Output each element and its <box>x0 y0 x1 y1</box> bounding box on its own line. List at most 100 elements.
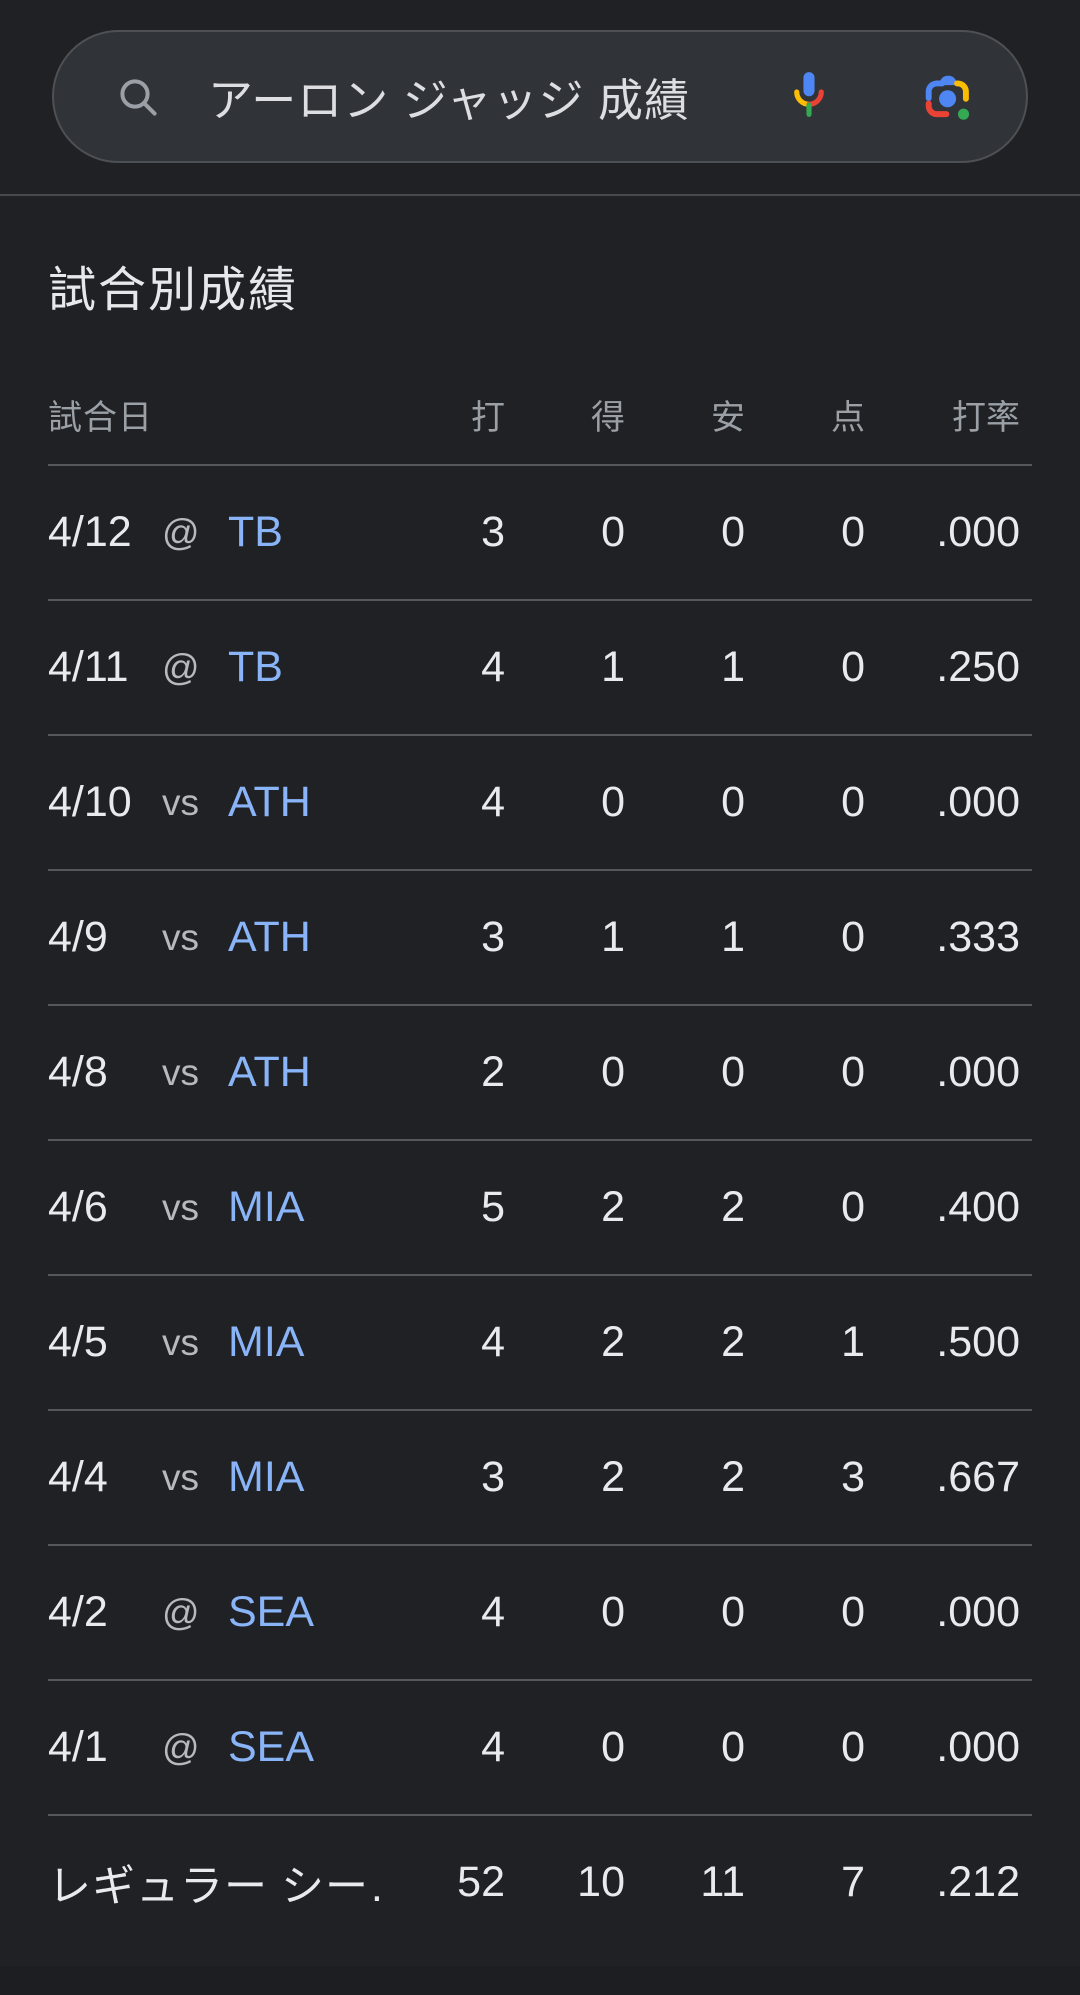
matchup-cell: 4/5 vs MIA <box>48 1318 385 1367</box>
search-bar[interactable]: アーロン ジャッジ 成績 <box>52 30 1028 163</box>
stat-cell: 2 <box>601 1183 625 1231</box>
stat-cell: 1 <box>601 913 625 961</box>
section-title: 試合別成績 <box>48 264 299 317</box>
stat-cell: 4 <box>481 1588 505 1636</box>
stat-cell: 3 <box>841 1453 865 1501</box>
matchup-cell: 4/10 vs ATH <box>48 778 385 827</box>
stat-cell: 0 <box>841 643 865 691</box>
team-link[interactable]: TB <box>228 643 283 691</box>
row-home-away-prefix: @ <box>162 511 200 553</box>
table-row: 4/12 @ TB 3 0 0 0 .000 <box>48 464 1032 599</box>
column-header-rbi: 点 <box>831 398 865 437</box>
stat-cell: .400 <box>936 1183 1020 1231</box>
stat-cell: 3 <box>481 508 505 556</box>
total-label: レギュラー シー… <box>48 1862 385 1911</box>
stat-cell: 4 <box>481 643 505 691</box>
team-link[interactable]: SEA <box>228 1723 315 1771</box>
stat-cell: .000 <box>936 778 1020 826</box>
row-date: 4/10 <box>48 778 132 826</box>
table-header-row: 試合日 打 得 安 点 打率 <box>48 392 1032 437</box>
row-date: 4/6 <box>48 1183 108 1231</box>
stat-cell: 0 <box>721 1588 745 1636</box>
stat-cell: 0 <box>601 1723 625 1771</box>
row-home-away-prefix: vs <box>162 1051 199 1093</box>
stat-cell: 0 <box>601 1588 625 1636</box>
matchup-cell: 4/9 vs ATH <box>48 913 385 962</box>
team-link[interactable]: TB <box>228 508 283 556</box>
mic-icon[interactable] <box>786 66 832 128</box>
row-date: 4/5 <box>48 1318 108 1366</box>
matchup-cell: 4/4 vs MIA <box>48 1453 385 1502</box>
total-row: レギュラー シー… 52 10 11 7 .212 <box>48 1814 1032 1949</box>
stat-cell: 1 <box>721 913 745 961</box>
stat-cell: 0 <box>841 1723 865 1771</box>
stat-cell: .667 <box>936 1453 1020 1501</box>
stat-cell: 2 <box>481 1048 505 1096</box>
matchup-cell: 4/8 vs ATH <box>48 1048 385 1097</box>
stat-cell: 1 <box>721 643 745 691</box>
stat-cell: 1 <box>601 643 625 691</box>
stat-cell: 5 <box>481 1183 505 1231</box>
stat-cell: 0 <box>601 778 625 826</box>
column-header-runs: 得 <box>591 398 625 437</box>
team-link[interactable]: ATH <box>228 913 311 961</box>
team-link[interactable]: MIA <box>228 1453 305 1501</box>
total-stat-rbi: 7 <box>841 1858 865 1906</box>
stat-cell: 1 <box>841 1318 865 1366</box>
table-row: 4/1 @ SEA 4 0 0 0 .000 <box>48 1679 1032 1814</box>
stat-cell: 2 <box>601 1318 625 1366</box>
stat-cell: 4 <box>481 1723 505 1771</box>
search-icon <box>120 78 157 116</box>
table-row: 4/6 vs MIA 5 2 2 0 .400 <box>48 1139 1032 1274</box>
row-home-away-prefix: vs <box>162 1186 199 1228</box>
lens-icon[interactable] <box>918 71 976 123</box>
stat-cell: 0 <box>841 1588 865 1636</box>
matchup-cell: 4/1 @ SEA <box>48 1723 385 1772</box>
column-header-ab: 打 <box>471 398 505 437</box>
team-link[interactable]: MIA <box>228 1183 305 1231</box>
stat-cell: 0 <box>721 778 745 826</box>
stat-cell: 0 <box>841 778 865 826</box>
table-row: 4/9 vs ATH 3 1 1 0 .333 <box>48 869 1032 1004</box>
stat-cell: .250 <box>936 643 1020 691</box>
search-query: アーロン ジャッジ 成績 <box>208 75 691 126</box>
team-link[interactable]: ATH <box>228 778 311 826</box>
stat-cell: 4 <box>481 778 505 826</box>
table-row: 4/11 @ TB 4 1 1 0 .250 <box>48 599 1032 734</box>
team-link[interactable]: MIA <box>228 1318 305 1366</box>
total-stat-avg: .212 <box>936 1858 1020 1906</box>
row-home-away-prefix: vs <box>162 1456 199 1498</box>
stat-cell: .500 <box>936 1318 1020 1366</box>
stat-cell: .333 <box>936 913 1020 961</box>
search-header: アーロン ジャッジ 成績 <box>0 0 1080 163</box>
bottom-bar <box>0 1966 1080 1995</box>
table-row: 4/2 @ SEA 4 0 0 0 .000 <box>48 1544 1032 1679</box>
stat-cell: 0 <box>601 1048 625 1096</box>
stat-cell: 0 <box>601 508 625 556</box>
column-header-avg: 打率 <box>952 398 1020 437</box>
row-date: 4/12 <box>48 508 132 556</box>
matchup-cell: 4/11 @ TB <box>48 643 385 692</box>
stat-cell: 4 <box>481 1318 505 1366</box>
team-link[interactable]: SEA <box>228 1588 315 1636</box>
row-home-away-prefix: vs <box>162 916 199 958</box>
stat-cell: 3 <box>481 1453 505 1501</box>
row-home-away-prefix: @ <box>162 1726 200 1768</box>
team-link[interactable]: ATH <box>228 1048 311 1096</box>
total-stat-runs: 10 <box>577 1858 625 1906</box>
stat-cell: 2 <box>721 1183 745 1231</box>
row-home-away-prefix: @ <box>162 1591 200 1633</box>
stat-cell: 0 <box>721 1723 745 1771</box>
stat-cell: 0 <box>721 1048 745 1096</box>
column-header-hits: 安 <box>711 398 745 437</box>
stat-cell: 0 <box>841 1183 865 1231</box>
matchup-cell: 4/2 @ SEA <box>48 1588 385 1637</box>
table-row: 4/10 vs ATH 4 0 0 0 .000 <box>48 734 1032 869</box>
row-home-away-prefix: vs <box>162 1321 199 1363</box>
table-body: 4/12 @ TB 3 0 0 0 .000 4/11 @ TB 4 1 1 0… <box>48 464 1032 1814</box>
table-row: 4/5 vs MIA 4 2 2 1 .500 <box>48 1274 1032 1409</box>
stat-cell: 2 <box>721 1453 745 1501</box>
stat-cell: .000 <box>936 508 1020 556</box>
table-row: 4/4 vs MIA 3 2 2 3 .667 <box>48 1409 1032 1544</box>
total-stat-ab: 52 <box>457 1858 505 1906</box>
